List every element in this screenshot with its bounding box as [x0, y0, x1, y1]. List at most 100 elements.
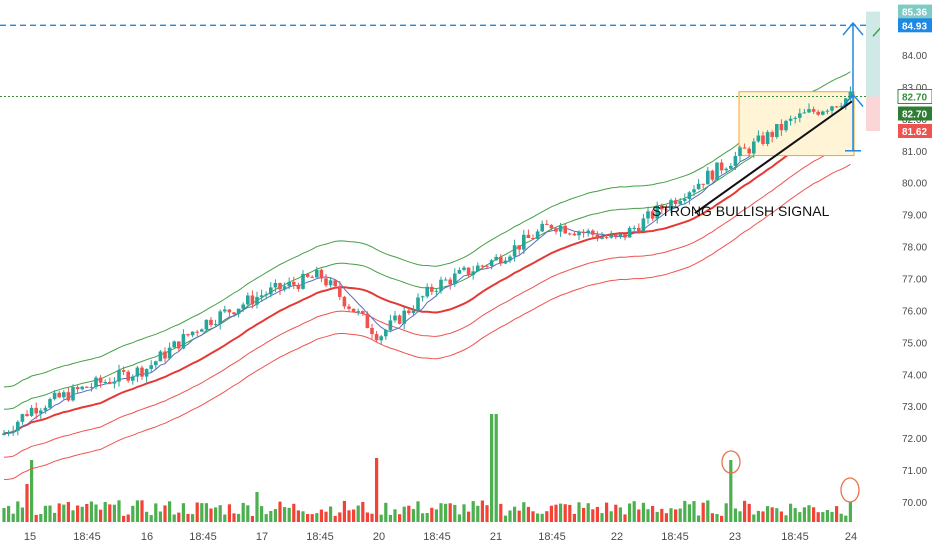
candle-body — [108, 382, 112, 384]
volume-bar — [517, 510, 521, 522]
candle-body — [112, 381, 117, 384]
candle-body — [572, 233, 577, 236]
candle-body — [660, 205, 664, 210]
candle-body — [577, 232, 581, 236]
volume-bar — [632, 501, 636, 522]
candle-body — [765, 132, 770, 144]
volume-bar — [591, 509, 595, 522]
candle-body — [466, 267, 471, 275]
volume-bar — [375, 458, 379, 522]
time-tick-label: 18:45 — [306, 531, 334, 543]
candle-body — [476, 265, 480, 272]
candle-body — [2, 433, 6, 435]
time-tick-label: 16 — [141, 531, 153, 543]
candle-body — [11, 430, 15, 433]
volume-bar — [766, 506, 770, 522]
volume-bar — [844, 515, 848, 522]
last-price-tag: 82.70 — [902, 110, 927, 121]
candle-body — [163, 351, 167, 359]
volume-bar — [701, 502, 705, 522]
candle-body — [830, 106, 834, 111]
candle-body — [443, 279, 448, 281]
volume-bar — [39, 514, 43, 522]
volume-bar — [379, 514, 383, 522]
candle-body — [839, 106, 843, 108]
target-price-tag-bg — [898, 18, 932, 33]
volume-bar — [651, 506, 655, 522]
volume-bar — [467, 511, 471, 522]
time-tick-label: 17 — [256, 531, 268, 543]
candle-body — [646, 211, 650, 219]
price-tick-label: 71.00 — [902, 466, 927, 477]
candle-body — [696, 183, 701, 190]
candle-body — [374, 334, 379, 341]
candle-body — [140, 367, 144, 377]
candle-body — [397, 315, 402, 324]
volume-bar — [260, 506, 264, 522]
volume-bar — [365, 512, 369, 522]
candle-body — [269, 287, 273, 295]
volume-bar — [246, 505, 250, 522]
candle-body — [420, 296, 425, 298]
candle-body — [545, 223, 549, 225]
candle-body — [227, 309, 232, 313]
volume-bar — [296, 510, 300, 522]
price-axis[interactable]: 70.00 71.00 72.00 73.00 74.00 75.00 76.00 77.00… — [880, 0, 932, 550]
volume-bar — [674, 509, 678, 522]
candle-body — [834, 106, 839, 108]
volume-bar — [692, 501, 696, 522]
volume-bar — [338, 512, 342, 522]
candle-body — [784, 120, 788, 131]
volume-bar — [559, 503, 563, 522]
candle-body — [793, 117, 797, 119]
candle-body — [434, 290, 439, 292]
volume-bar — [421, 513, 425, 522]
candle-body — [724, 168, 728, 171]
volume-bar — [655, 511, 659, 522]
target-price-tag: 85.36 — [902, 8, 927, 19]
candle-body — [315, 269, 319, 278]
candle-body — [609, 234, 613, 238]
volume-bar — [710, 513, 714, 522]
candle-body — [167, 347, 172, 359]
time-axis[interactable]: 15 18:45 16 18:45 17 18:45 20 18:45 21 18:45 22 18:… — [0, 526, 880, 550]
volume-bar — [513, 506, 517, 522]
time-tick-label: 18:45 — [73, 531, 101, 543]
consolidation-rect — [738, 91, 855, 157]
volume-bar — [724, 503, 728, 522]
time-tick-label: 23 — [729, 531, 741, 543]
volume-bar — [329, 506, 333, 522]
candle-body — [177, 341, 181, 349]
volume-bar — [7, 505, 11, 522]
target-arrow-head — [842, 21, 864, 36]
price-tick-label: 78.00 — [902, 243, 927, 254]
volume-bar — [16, 501, 20, 522]
volume-bar — [62, 504, 66, 522]
volume-bar — [756, 510, 760, 522]
candle-body — [535, 231, 540, 239]
candle-body — [816, 111, 820, 115]
volume-bar — [563, 504, 567, 522]
candle-body — [752, 141, 756, 154]
volume-bar — [273, 509, 277, 522]
volume-bar — [720, 515, 724, 522]
volume-bar — [807, 505, 811, 522]
volume-bar — [577, 502, 581, 522]
candle-body — [126, 371, 130, 381]
volume-bar — [214, 507, 218, 522]
volume-bar — [278, 501, 282, 522]
candle-body — [595, 234, 600, 239]
volume-bar — [11, 513, 15, 522]
candle-body — [75, 387, 80, 390]
candle-body — [623, 234, 627, 238]
volume-bar — [416, 501, 420, 522]
price-tick-label: 84.00 — [902, 51, 927, 62]
volume-bar — [600, 513, 604, 522]
candle-body — [62, 392, 66, 398]
candle-body — [453, 273, 457, 285]
candle-body — [25, 414, 29, 416]
volume-bar — [453, 504, 457, 522]
volume-bar — [660, 508, 664, 522]
